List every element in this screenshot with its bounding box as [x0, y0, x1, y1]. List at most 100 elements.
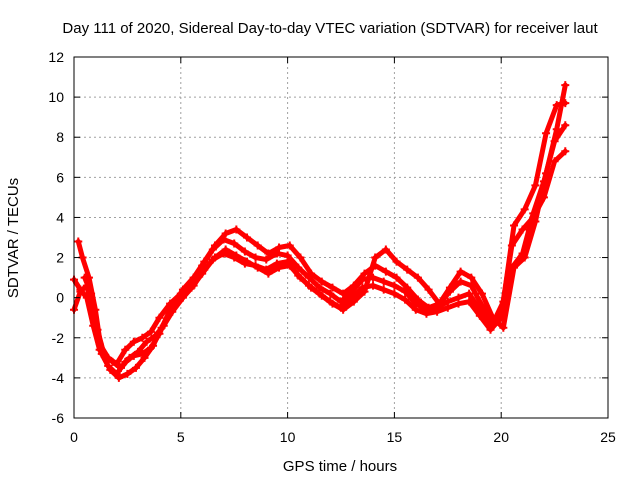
data-point: [155, 313, 164, 322]
data-point: [381, 245, 390, 254]
data-point: [467, 273, 476, 282]
data-point: [121, 345, 130, 354]
data-point: [307, 283, 316, 292]
data-point: [561, 121, 570, 130]
data-point: [510, 263, 519, 272]
plot-frame: [73, 56, 609, 419]
data-point: [443, 303, 452, 312]
data-point: [328, 283, 337, 292]
data-point: [531, 181, 540, 190]
axis-ticks: 0 5 10 15 20 25 -6 -4 -2 0 2 4 6 8 10 12: [48, 49, 616, 445]
chart-title: Day 111 of 2020, Sidereal Day-to-day VTE…: [62, 20, 598, 37]
data-point: [486, 325, 495, 334]
x-axis-label: GPS time / hours: [283, 458, 397, 475]
data-point: [401, 295, 410, 304]
x-tick-label: 5: [177, 429, 185, 445]
data-point: [80, 273, 89, 282]
data-point: [142, 337, 151, 346]
data-point: [116, 363, 125, 372]
data-point: [294, 263, 303, 272]
data-point: [285, 261, 294, 270]
data-point: [221, 229, 230, 238]
series-layer: [70, 81, 570, 382]
series-line-sat-c: [75, 100, 568, 381]
data-point: [76, 285, 85, 294]
data-point: [445, 283, 454, 292]
x-tick-label: 0: [70, 429, 78, 445]
data-point: [520, 205, 529, 214]
data-point: [210, 253, 219, 262]
data-point: [230, 239, 239, 248]
data-point: [296, 273, 305, 282]
data-point: [326, 289, 335, 298]
data-point: [178, 285, 187, 294]
data-point: [232, 251, 241, 260]
data-point: [129, 337, 138, 346]
data-point: [134, 347, 143, 356]
data-point: [349, 281, 358, 290]
data-point: [285, 241, 294, 250]
data-point: [422, 309, 431, 318]
x-tick-label: 20: [493, 429, 509, 445]
data-point: [264, 269, 273, 278]
data-point: [435, 299, 444, 308]
data-point: [200, 257, 209, 266]
data-point: [221, 245, 230, 254]
data-point: [477, 289, 486, 298]
data-point: [349, 297, 358, 306]
data-point: [456, 267, 465, 276]
data-point: [307, 269, 316, 278]
data-point: [518, 225, 527, 234]
y-tick-label: 0: [56, 290, 64, 306]
data-point: [140, 353, 149, 362]
data-point: [125, 353, 134, 362]
data-point: [403, 283, 412, 292]
data-point: [550, 157, 559, 166]
data-point: [262, 255, 271, 264]
data-point: [138, 333, 147, 342]
data-point: [159, 321, 168, 330]
data-point: [251, 253, 260, 262]
data-point: [552, 125, 561, 134]
data-point: [520, 253, 529, 262]
data-point: [510, 221, 519, 230]
data-point: [123, 369, 132, 378]
data-point: [542, 169, 551, 178]
data-point: [465, 289, 474, 298]
data-point: [411, 305, 420, 314]
data-point: [379, 285, 388, 294]
data-point: [240, 247, 249, 256]
y-tick-label: 10: [48, 89, 64, 105]
y-tick-label: -2: [52, 330, 65, 346]
data-point: [413, 295, 422, 304]
data-point: [200, 265, 209, 274]
data-point: [475, 311, 484, 320]
data-point: [413, 273, 422, 282]
data-point: [178, 293, 187, 302]
data-point: [379, 277, 388, 286]
data-point: [531, 217, 540, 226]
data-point: [317, 291, 326, 300]
data-point: [93, 325, 102, 334]
data-point: [146, 327, 155, 336]
data-point: [243, 233, 252, 242]
data-point: [390, 289, 399, 298]
y-tick-label: 4: [56, 209, 64, 225]
data-point: [328, 299, 337, 308]
data-point: [369, 281, 378, 290]
data-point: [499, 323, 508, 332]
data-point: [264, 249, 273, 258]
data-point: [403, 265, 412, 274]
data-point: [371, 253, 380, 262]
data-point: [424, 285, 433, 294]
data-point: [296, 253, 305, 262]
y-tick-label: 8: [56, 129, 64, 145]
y-tick-label: -4: [52, 370, 65, 386]
data-point: [381, 267, 390, 276]
x-tick-label: 15: [387, 429, 403, 445]
data-point: [275, 263, 284, 272]
data-point: [561, 147, 570, 156]
data-point: [210, 241, 219, 250]
data-point: [189, 281, 198, 290]
data-point: [243, 257, 252, 266]
